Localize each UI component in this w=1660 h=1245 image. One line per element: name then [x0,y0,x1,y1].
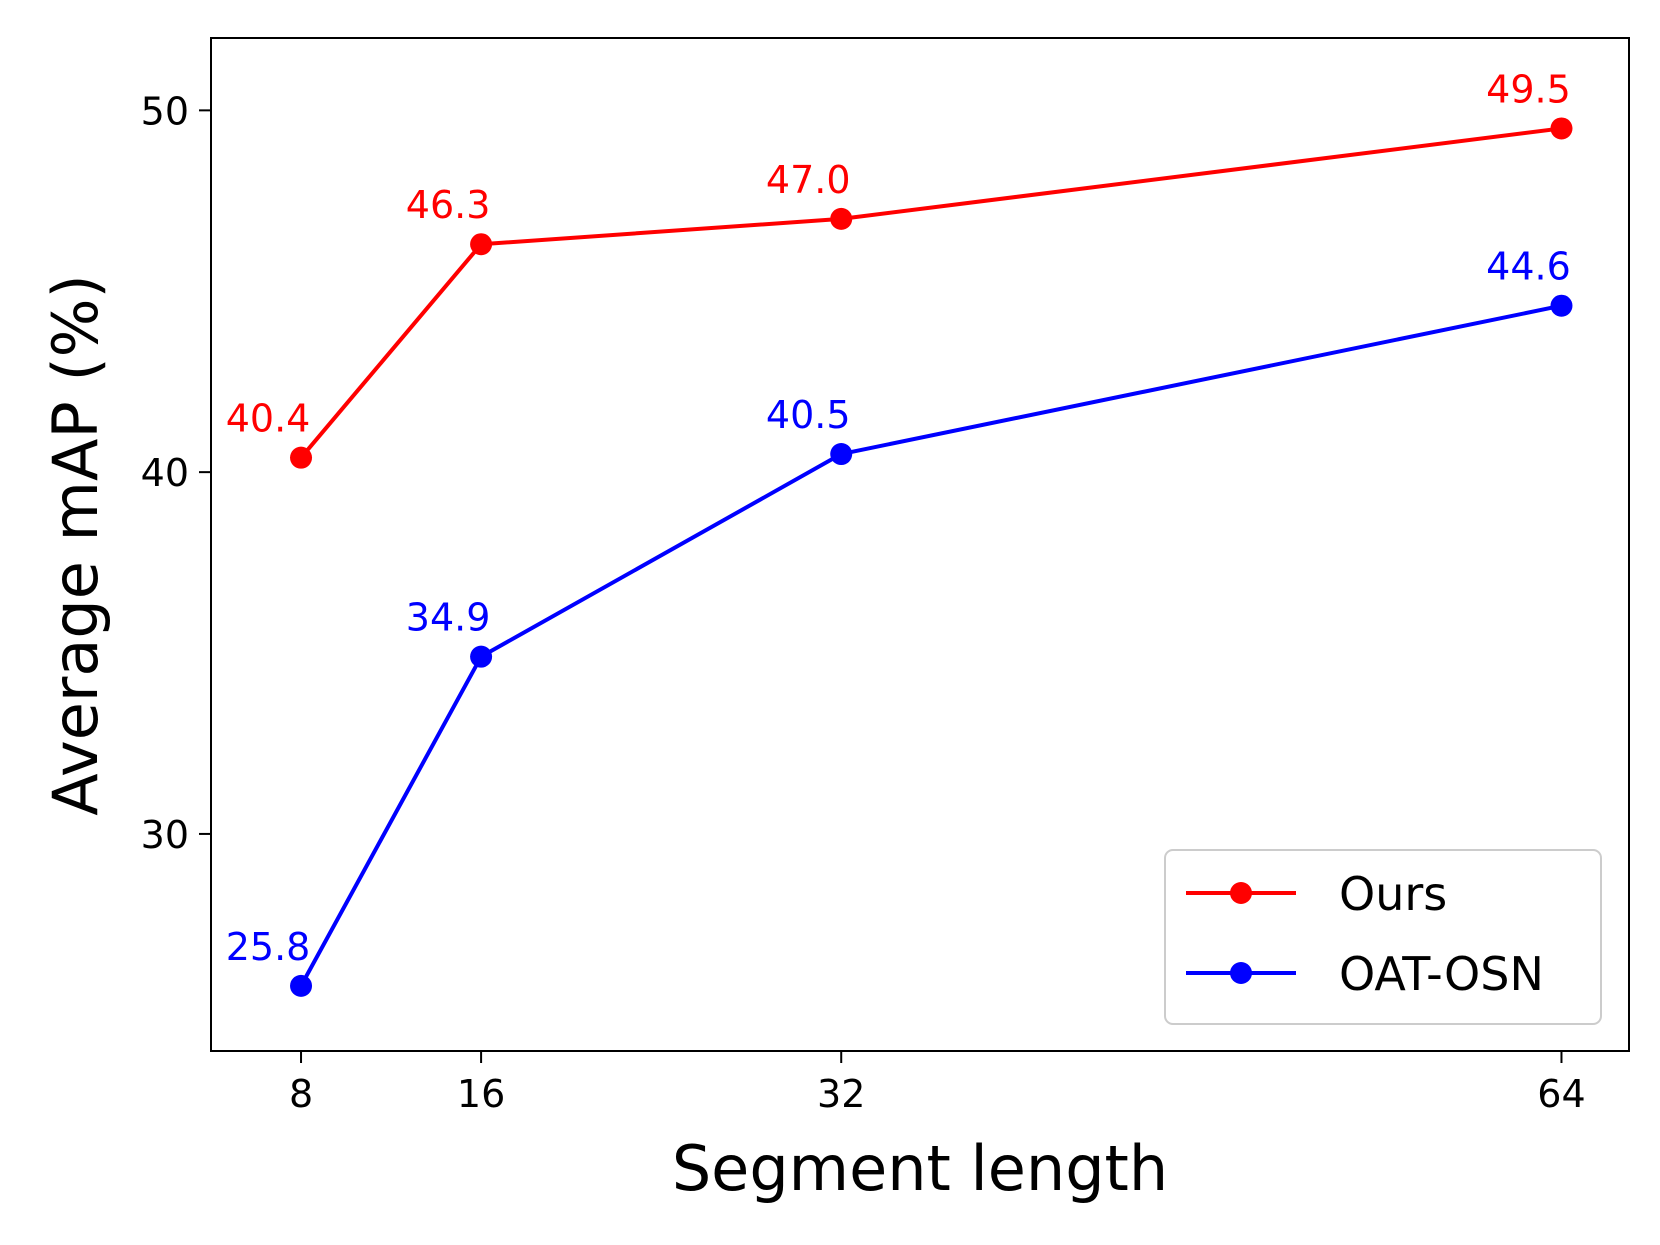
data-label-ours-32: 47.0 [766,158,851,202]
x-tick-label-32: 32 [817,1072,865,1116]
data-point-oat-osn-8 [290,974,313,997]
series-line-ours [299,126,1562,459]
data-label-ours-64: 49.5 [1486,67,1571,111]
data-label-oat-osn-32: 40.5 [766,393,851,437]
series-ours: 40.4 46.3 47.0 49.5 [226,67,1573,469]
legend-label-ours: Ours [1339,867,1447,921]
series-line-oat-osn [299,303,1562,987]
legend-label-oat-osn: OAT-OSN [1339,947,1544,1001]
legend-marker-ours [1230,882,1252,904]
data-point-ours-64 [1550,117,1573,140]
y-tick-label-40: 40 [141,451,189,495]
x-axis: 8 16 32 64 [289,1051,1586,1116]
y-tick-label-30: 30 [141,813,189,857]
data-point-oat-osn-32 [830,443,853,466]
data-label-ours-16: 46.3 [406,183,491,227]
data-point-ours-16 [470,233,493,256]
series-oat-osn: 25.8 34.9 40.5 44.6 [226,245,1573,997]
data-point-ours-8 [290,446,313,469]
legend-marker-oat-osn [1230,962,1252,984]
x-tick-label-16: 16 [457,1072,505,1116]
data-point-oat-osn-64 [1550,294,1573,317]
plot-area-frame [210,37,1630,1052]
legend: Ours OAT-OSN [1164,849,1602,1025]
data-label-oat-osn-8: 25.8 [226,925,311,969]
data-label-oat-osn-64: 44.6 [1486,245,1571,289]
series-layer: 40.4 46.3 47.0 49.5 25.8 34.9 40.5 44.6 [226,67,1573,997]
data-point-oat-osn-16 [470,645,493,668]
x-axis-title: Segment length [672,1132,1168,1205]
x-tick-label-8: 8 [289,1072,313,1116]
y-axis-title: Average mAP (%) [39,274,112,816]
data-label-oat-osn-16: 34.9 [406,596,491,640]
x-tick-label-64: 64 [1537,1072,1585,1116]
data-point-ours-32 [830,207,853,230]
y-tick-label-50: 50 [141,89,189,133]
data-label-ours-8: 40.4 [226,397,311,441]
y-axis: 30 40 50 [141,89,211,857]
